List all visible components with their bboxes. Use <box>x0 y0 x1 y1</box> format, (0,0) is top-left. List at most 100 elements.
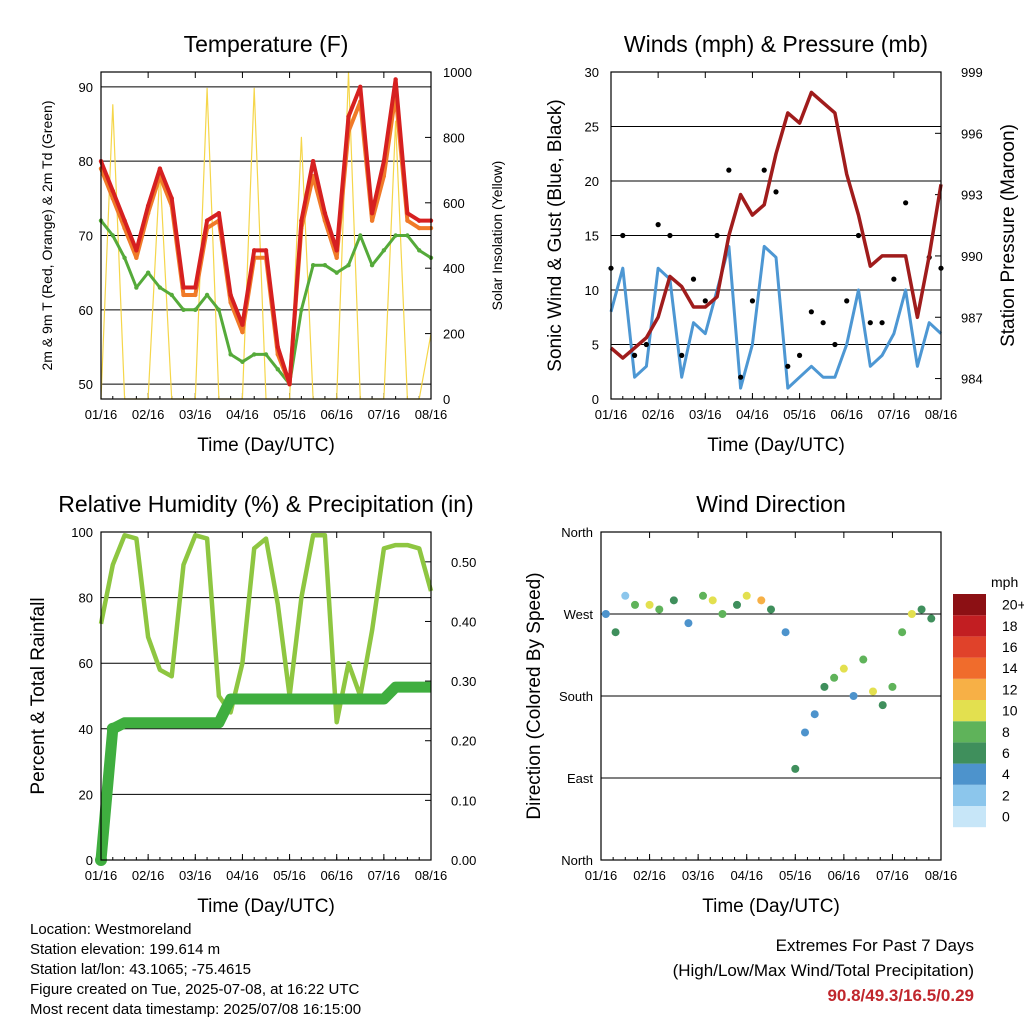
created-text: Figure created on Tue, 2025-07-08, at 16… <box>30 981 360 998</box>
data-point <box>122 255 127 260</box>
colorbar-label: 16 <box>1002 639 1018 655</box>
x-tick-label: 08/16 <box>415 407 448 422</box>
gust-point <box>714 232 720 239</box>
panel-4: Wind Direction 01/16 02/16 03/16 04/16 05/16 0… <box>524 491 1024 917</box>
data-point <box>228 292 233 298</box>
data-point <box>334 255 339 260</box>
y2-tick-label: 999 <box>961 65 983 80</box>
gust-point <box>738 374 744 380</box>
x-tick-label: 08/16 <box>925 868 958 883</box>
y-tick-label: 40 <box>79 722 93 737</box>
y-axis-label: 2m & 9m T (Red, Orange) & 2m Td (Green) <box>39 101 55 371</box>
plot-frame <box>610 71 942 400</box>
data-point <box>240 329 245 335</box>
y2-tick-label: 0 <box>443 392 450 407</box>
x-tick-label: 04/16 <box>736 407 769 422</box>
direction-point <box>907 610 916 618</box>
data-point <box>216 211 222 216</box>
x-tick-label: 04/16 <box>226 868 259 883</box>
x-tick-label: 02/16 <box>642 407 675 422</box>
gust-point <box>690 276 697 282</box>
gust-point <box>702 298 708 304</box>
gust-point <box>655 222 661 228</box>
y2-tick-label: 200 <box>443 327 465 342</box>
data-point <box>346 114 351 119</box>
precip-point <box>106 722 119 735</box>
gust-point <box>820 320 826 326</box>
y2-tick-label: 987 <box>961 310 983 325</box>
direction-point <box>684 619 693 628</box>
y-tick-label: 0 <box>592 392 599 407</box>
y-tick-label: South <box>559 689 593 704</box>
y-tick-label: 10 <box>585 283 599 298</box>
colorbar-swatch <box>953 806 986 828</box>
direction-point <box>699 591 707 600</box>
x-tick-label: 01/16 <box>585 868 618 883</box>
data-point <box>228 352 233 357</box>
data-point <box>169 292 174 298</box>
data-point <box>157 285 163 290</box>
data-point <box>358 233 363 238</box>
gust-point <box>879 320 885 326</box>
data-point <box>145 203 151 208</box>
direction-point <box>927 614 936 623</box>
data-point <box>263 248 269 253</box>
data-point <box>417 218 422 223</box>
x-axis-label: Time (Day/UTC) <box>702 896 840 917</box>
x-tick-label: 04/16 <box>226 407 259 422</box>
panel-title: Relative Humidity (%) & Precipitation (i… <box>58 491 473 517</box>
colorbar: mph 0 2 4 6 8 10 12 14 16 18 20+ <box>953 574 1024 828</box>
panel-1: Temperature (F) 01/16 02/16 03/16 04/16 05/16… <box>39 31 505 456</box>
plot-frame <box>100 531 432 861</box>
gust-point <box>808 309 814 315</box>
x-tick-label: 01/16 <box>595 407 628 422</box>
direction-point <box>645 600 654 609</box>
extremes-title: Extremes For Past 7 Days <box>775 936 974 955</box>
y2-tick-label: 993 <box>961 188 983 203</box>
location-text: Location: Westmoreland <box>30 921 192 938</box>
x-tick-label: 06/16 <box>320 407 353 422</box>
x-axis-label: Time (Day/UTC) <box>707 435 845 456</box>
y2-axis-label: Solar Insolation (Yellow) <box>489 161 505 311</box>
data-point <box>322 263 328 268</box>
colorbar-label: 0 <box>1002 809 1010 825</box>
data-point <box>405 218 410 223</box>
colorbar-swatch <box>953 657 986 679</box>
colorbar-swatch <box>953 742 986 764</box>
y2-tick-label: 400 <box>443 261 465 276</box>
data-point <box>110 233 115 238</box>
y2-tick-label: 0.50 <box>451 555 476 570</box>
data-point <box>134 248 139 253</box>
direction-point <box>878 701 887 710</box>
x-tick-label: 08/16 <box>415 868 448 883</box>
y2-tick-label: 800 <box>443 130 465 145</box>
direction-point <box>631 600 639 609</box>
direction-point <box>888 682 897 691</box>
colorbar-swatch <box>953 636 986 658</box>
data-point <box>134 255 139 260</box>
extremes-subtitle: (High/Low/Max Wind/Total Precipitation) <box>672 961 974 980</box>
x-tick-label: 06/16 <box>830 407 863 422</box>
gust-point <box>785 363 791 369</box>
data-point <box>157 166 163 171</box>
data-point <box>287 381 292 387</box>
panel-title: Winds (mph) & Pressure (mb) <box>624 31 928 57</box>
direction-point <box>621 591 630 600</box>
direction-point <box>781 628 790 637</box>
direction-point <box>742 591 751 600</box>
direction-point <box>757 596 766 605</box>
gust-point <box>867 320 873 326</box>
gust-point <box>620 232 626 239</box>
colorbar-label: 20+ <box>1002 597 1024 613</box>
data-point <box>346 263 351 268</box>
station-info: Location: Westmoreland Station elevation… <box>30 920 361 1020</box>
extremes-values: 90.8/49.3/16.5/0.29 <box>827 986 974 1005</box>
y-tick-label: 0 <box>86 853 93 868</box>
y-tick-label: 90 <box>79 80 93 95</box>
colorbar-label: 18 <box>1002 618 1018 634</box>
direction-point <box>708 596 717 605</box>
gust-point <box>679 352 685 358</box>
gust-point <box>903 200 909 206</box>
data-point <box>381 248 387 253</box>
y-tick-label: 20 <box>79 787 93 802</box>
